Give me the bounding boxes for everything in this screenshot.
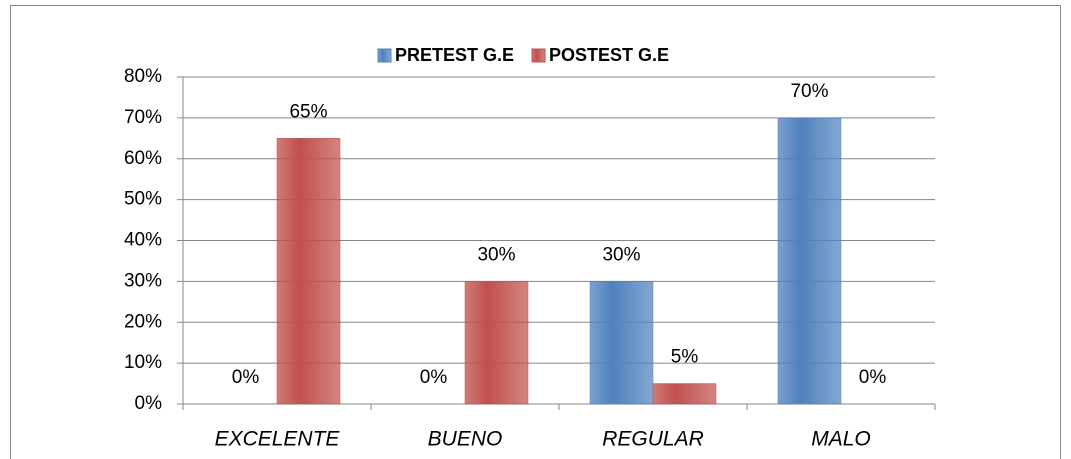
y-tick-label: 10% (124, 352, 162, 373)
bar (589, 281, 654, 405)
y-tick-label: 60% (124, 148, 162, 169)
bar (464, 281, 529, 405)
bar (777, 117, 842, 405)
value-label: 0% (420, 367, 448, 388)
x-tick-label: REGULAR (602, 428, 704, 451)
value-label: 30% (477, 244, 515, 265)
x-tick-label: MALO (811, 428, 871, 451)
bar (276, 138, 341, 405)
y-tick-label: 50% (124, 189, 162, 210)
y-tick-label: 20% (124, 311, 162, 332)
legend-swatch (377, 48, 392, 63)
y-tick-label: 80% (124, 66, 162, 87)
y-tick-label: 30% (124, 270, 162, 291)
x-tick-label: EXCELENTE (215, 428, 341, 451)
x-tick-label: BUENO (428, 428, 503, 451)
y-tick-label: 0% (135, 393, 163, 414)
chart-frame (10, 5, 1061, 459)
y-tick-label: 40% (124, 230, 162, 251)
y-tick-label: 70% (124, 107, 162, 128)
value-label: 65% (289, 101, 327, 122)
value-label: 5% (671, 347, 699, 368)
bar (652, 383, 717, 405)
legend-label: PRETEST G.E (395, 45, 514, 65)
legend-swatch (531, 48, 546, 63)
value-label: 30% (602, 244, 640, 265)
value-label: 0% (859, 367, 887, 388)
value-label: 0% (232, 367, 260, 388)
value-label: 70% (790, 81, 828, 102)
legend-label: POSTEST G.E (549, 45, 669, 65)
